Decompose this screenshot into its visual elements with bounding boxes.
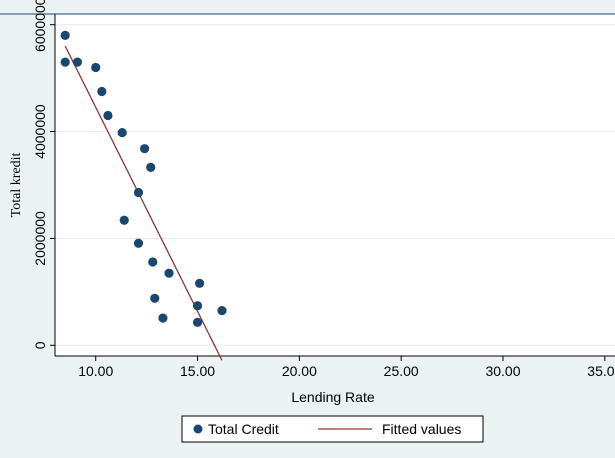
data-point (192, 317, 203, 327)
x-axis-ticks: 10.00 15.00 20.00 25.00 30.00 35.00 (78, 356, 615, 379)
x-tick-label: 15.00 (180, 363, 215, 379)
data-point (192, 301, 203, 311)
data-point (140, 144, 150, 154)
gridlines (55, 24, 615, 346)
y-axis-title: Total kredit (9, 153, 24, 218)
data-point (158, 313, 168, 323)
x-axis-title: Lending Rate (291, 389, 375, 405)
data-point (148, 257, 158, 267)
data-point (164, 268, 174, 278)
legend-marker-total-credit (193, 424, 203, 434)
data-point (194, 278, 205, 288)
y-tick-label: 4000000 (32, 104, 48, 159)
plot-background (55, 14, 615, 356)
x-tick-label: 10.00 (78, 363, 113, 379)
legend-label-fitted-values: Fitted values (382, 421, 461, 437)
y-tick-label: 6000000 (32, 0, 48, 52)
data-point (217, 305, 227, 316)
x-tick-label: 25.00 (384, 363, 419, 379)
y-tick-label: 2000000 (32, 211, 48, 266)
data-point (117, 128, 127, 138)
data-point (146, 162, 156, 172)
y-tick-label: 0 (32, 341, 48, 349)
data-point (72, 57, 82, 67)
x-tick-label: 20.00 (282, 363, 317, 379)
data-point (150, 293, 160, 303)
data-point (60, 30, 70, 40)
data-point (97, 86, 107, 97)
legend: Total Credit Fitted values (181, 415, 484, 443)
scatter-series (60, 30, 227, 327)
y-axis-ticks: 0 2000000 4000000 6000000 (32, 0, 55, 349)
data-point (91, 62, 101, 73)
data-point (133, 187, 144, 198)
data-point (103, 110, 113, 121)
data-point (60, 57, 70, 67)
x-tick-label: 30.00 (485, 363, 520, 379)
x-tick-label: 35.00 (587, 363, 615, 379)
data-point (119, 215, 129, 225)
data-point (133, 238, 144, 248)
legend-label-total-credit: Total Credit (208, 421, 279, 437)
